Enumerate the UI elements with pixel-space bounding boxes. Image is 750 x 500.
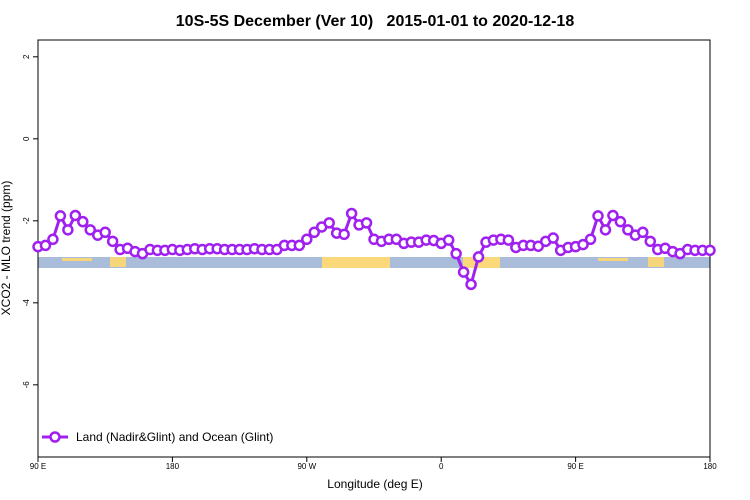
data-point — [584, 233, 597, 246]
x-tick-label: 0 — [439, 462, 444, 471]
x-tick-label: 180 — [703, 462, 717, 471]
y-tick-label: 0 — [22, 136, 31, 141]
data-point — [84, 224, 97, 236]
data-point — [62, 224, 74, 236]
data-point — [442, 234, 455, 246]
data-point — [704, 244, 716, 257]
data-point — [622, 224, 634, 236]
data-point — [457, 266, 470, 278]
data-point — [293, 239, 306, 252]
y-tick-label: 2 — [22, 54, 31, 59]
data-point — [308, 226, 321, 239]
data-point — [338, 228, 350, 241]
data-point — [360, 217, 373, 229]
x-axis-label: Longitude (deg E) — [327, 477, 422, 491]
data-point — [301, 233, 313, 246]
legend: Land (Nadir&Glint) and Ocean (Glint) — [42, 430, 273, 444]
chart-title: 10S-5S December (Ver 10) 2015-01-01 to 2… — [176, 13, 575, 30]
data-point — [345, 207, 358, 220]
data-point — [637, 226, 649, 239]
data-point — [106, 235, 119, 248]
data-point — [465, 278, 477, 291]
data-point — [54, 210, 67, 222]
data-point — [69, 209, 82, 222]
data-point — [39, 239, 52, 252]
data-point — [577, 238, 589, 251]
x-tick-label: 180 — [166, 462, 180, 471]
legend-marker — [49, 431, 61, 443]
legend-label: Land (Nadir&Glint) and Ocean (Glint) — [76, 430, 273, 444]
x-tick-label: 90 W — [297, 462, 316, 471]
data-point — [502, 234, 515, 246]
y-tick-label: -6 — [22, 381, 31, 389]
data-point — [77, 215, 89, 228]
data-point — [592, 210, 604, 222]
x-tick-label: 90 E — [567, 462, 583, 471]
data-point — [323, 217, 335, 229]
data-point — [644, 235, 657, 248]
y-axis-label: XCO2 - MLO trend (ppm) — [0, 181, 13, 316]
x-tick-label: 90 E — [30, 462, 46, 471]
data-point — [450, 247, 462, 260]
data-point — [47, 233, 59, 246]
y-tick-label: -2 — [22, 217, 31, 225]
land-ocean-strip — [38, 257, 710, 268]
data-point — [599, 224, 612, 236]
data-point — [547, 232, 559, 244]
data-point — [99, 226, 111, 239]
data-point — [607, 209, 619, 222]
data-point — [614, 215, 627, 228]
data-point — [472, 251, 485, 263]
y-tick-label: -4 — [22, 299, 31, 307]
